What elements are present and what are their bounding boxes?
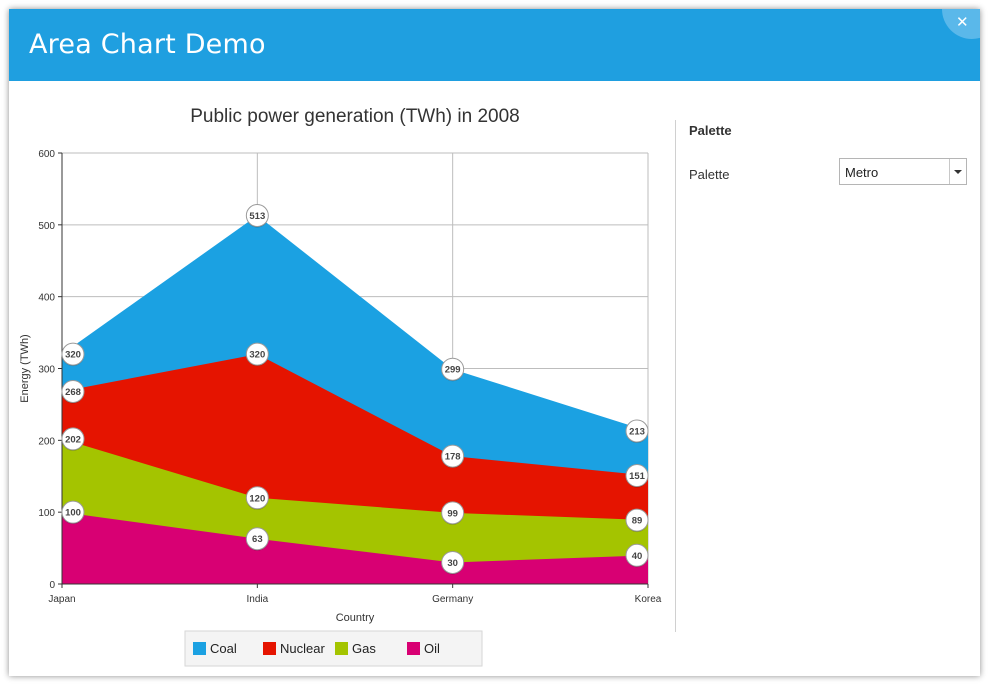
data-point-coal [625, 419, 649, 443]
data-point-oil [441, 550, 465, 574]
data-point-gas [245, 486, 269, 510]
data-label: 151 [629, 471, 646, 482]
data-label: 99 [447, 508, 458, 519]
data-label: 202 [65, 434, 81, 445]
data-label: 213 [629, 426, 645, 437]
data-point-oil [625, 543, 649, 567]
data-label: 89 [632, 516, 643, 527]
demo-window: Area Chart Demo ✕ Public power generatio… [9, 9, 980, 676]
palette-heading: Palette [689, 123, 732, 138]
data-label: 320 [249, 350, 265, 361]
chart-title: Public power generation (TWh) in 2008 [190, 106, 520, 127]
y-tick-label: 500 [38, 221, 55, 232]
data-label: 268 [65, 387, 81, 398]
data-point-gas [441, 501, 465, 525]
data-label: 63 [252, 534, 263, 545]
data-label: 100 [65, 508, 81, 519]
data-point-nuclear [61, 379, 85, 403]
data-point-oil [61, 500, 85, 524]
y-tick-label: 400 [38, 293, 55, 304]
x-tick-label: Korea [635, 594, 662, 605]
data-point-oil [245, 527, 269, 551]
legend-swatch-nuclear [263, 642, 276, 655]
legend-label-coal: Coal [210, 641, 237, 656]
data-point-nuclear [441, 444, 465, 468]
legend-label-gas: Gas [352, 641, 376, 656]
close-icon[interactable]: ✕ [956, 13, 969, 31]
chart-panel: Public power generation (TWh) in 2008 0 10… [9, 81, 675, 676]
data-label: 120 [249, 493, 265, 504]
legend-label-nuclear: Nuclear [280, 641, 325, 656]
x-tick-label: Germany [432, 594, 473, 605]
data-point-gas [625, 508, 649, 532]
palette-label: Palette [689, 167, 730, 182]
area-oil [62, 512, 648, 584]
y-axis-title: Energy (TWh) [19, 334, 31, 402]
x-tick-label: India [246, 594, 268, 605]
data-label: 513 [249, 211, 265, 222]
settings-panel: Palette Palette Metro [676, 81, 980, 676]
data-point-nuclear [245, 342, 269, 366]
data-label: 299 [445, 365, 461, 376]
data-point-coal [245, 203, 269, 227]
x-axis-title: Country [336, 612, 375, 624]
legend-box [184, 630, 483, 667]
palette-dropdown[interactable]: Metro [839, 158, 967, 185]
data-point-nuclear [625, 464, 649, 488]
data-label: 30 [447, 558, 458, 569]
data-point-coal [61, 342, 85, 366]
window-title: Area Chart Demo [29, 29, 266, 60]
data-point-coal [441, 357, 465, 381]
data-label: 320 [65, 350, 81, 361]
legend-swatch-coal [193, 642, 206, 655]
y-tick-label: 200 [38, 436, 55, 447]
legend-swatch-gas [335, 642, 348, 655]
data-label: 178 [445, 452, 461, 463]
y-tick-label: 0 [49, 580, 55, 591]
y-tick-label: 600 [38, 149, 55, 160]
dropdown-button[interactable] [949, 159, 966, 184]
y-tick-label: 100 [38, 508, 55, 519]
x-tick-label: Japan [48, 594, 75, 605]
palette-selected-value: Metro [845, 165, 879, 180]
area-chart: Public power generation (TWh) in 2008 0 10… [19, 106, 662, 667]
title-bar: Area Chart Demo ✕ [9, 9, 980, 81]
close-button[interactable]: ✕ [942, 9, 980, 39]
data-point-gas [61, 427, 85, 451]
chevron-down-icon [954, 170, 962, 174]
y-tick-label: 300 [38, 365, 55, 376]
legend-label-oil: Oil [424, 641, 440, 656]
data-label: 40 [632, 551, 643, 562]
legend-swatch-oil [407, 642, 420, 655]
panel-divider [675, 120, 676, 632]
